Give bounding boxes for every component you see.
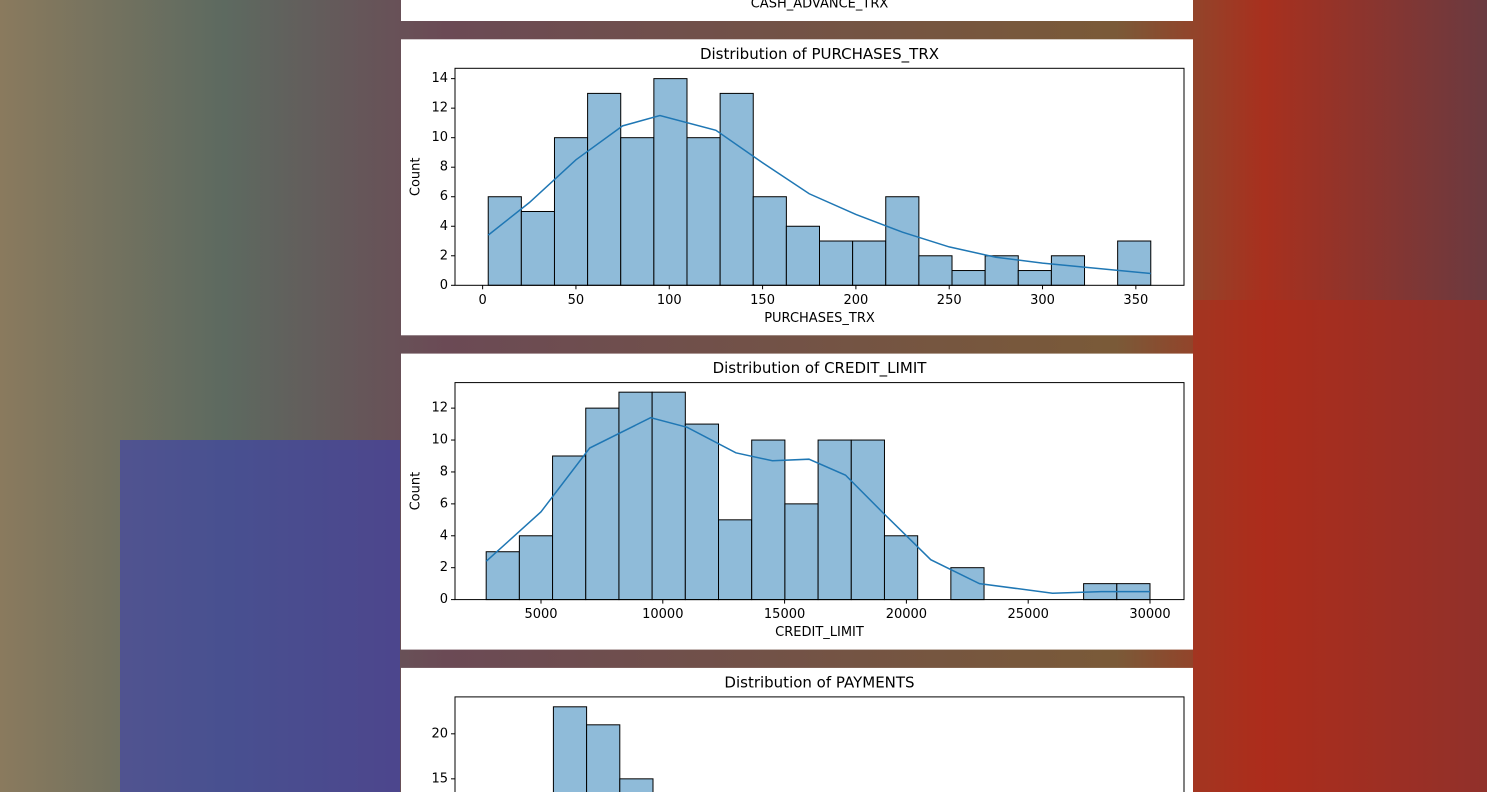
card xyxy=(401,667,1193,792)
x-tick-label: 100 xyxy=(657,293,682,308)
histogram-bar xyxy=(1117,240,1152,286)
y-tick-label: 8 xyxy=(440,464,448,479)
y-tick-label: 12 xyxy=(431,401,448,416)
histogram-bar xyxy=(883,535,919,601)
histogram-bar xyxy=(619,778,654,792)
histogram-bar xyxy=(817,439,852,601)
y-tick-label: 12 xyxy=(431,101,448,116)
chart-title: Distribution of CREDIT_LIMIT xyxy=(713,359,928,378)
y-axis-label: Count xyxy=(409,157,424,196)
chart-title: Distribution of PURCHASES_TRX xyxy=(700,45,939,64)
histogram-bar xyxy=(918,255,953,286)
histogram-bar xyxy=(852,240,887,286)
x-axis-label: CREDIT_LIMIT xyxy=(775,625,864,640)
x-tick-label: 10000 xyxy=(642,607,683,622)
y-tick-label: 14 xyxy=(431,71,448,86)
histogram-bar xyxy=(552,455,587,601)
plot-frame xyxy=(454,382,1185,601)
y-tick-label: 15 xyxy=(431,771,448,786)
card xyxy=(401,39,1193,336)
histogram-bar xyxy=(686,137,721,286)
y-tick-label: 0 xyxy=(440,592,448,607)
histogram-bar xyxy=(552,706,588,792)
histogram-bar xyxy=(487,196,522,286)
histogram-bar xyxy=(585,407,620,601)
histogram-bar xyxy=(518,535,554,601)
x-tick-label: 0 xyxy=(478,293,486,308)
x-tick-label: 300 xyxy=(1030,293,1055,308)
histogram-bar xyxy=(885,196,920,286)
y-tick-label: 2 xyxy=(440,248,448,263)
histogram-bar xyxy=(785,225,821,286)
y-tick-label: 4 xyxy=(440,219,448,234)
x-axis-label: PURCHASES_TRX xyxy=(764,311,875,326)
x-tick-label: 250 xyxy=(937,293,962,308)
kde-line xyxy=(487,114,1151,275)
background-produce xyxy=(1193,300,1487,792)
histogram-bar xyxy=(485,551,520,601)
background-crates xyxy=(120,440,400,792)
histogram-bar xyxy=(653,78,688,286)
histogram-bar xyxy=(1050,255,1086,286)
kde-line xyxy=(485,416,1150,594)
x-tick-label: 200 xyxy=(843,293,868,308)
histogram-bar xyxy=(850,439,885,601)
plot-frame xyxy=(454,696,1185,792)
histogram-bar xyxy=(719,92,754,286)
x-tick-label: 5000 xyxy=(524,607,557,622)
histogram-bar xyxy=(751,439,786,601)
x-tick-label: 350 xyxy=(1123,293,1148,308)
y-tick-label: 0 xyxy=(440,278,448,293)
y-tick-label: 6 xyxy=(440,189,448,204)
histogram-bar xyxy=(752,196,787,286)
x-tick-label: 20000 xyxy=(886,607,927,622)
chart-title: Distribution of PAYMENTS xyxy=(724,673,914,691)
y-tick-label: 10 xyxy=(431,433,448,448)
x-axis-label: CASH_ADVANCE_TRX xyxy=(751,0,889,12)
x-tick-label: 25000 xyxy=(1008,607,1049,622)
x-tick-label: 15000 xyxy=(764,607,805,622)
histogram-bar xyxy=(784,503,819,601)
y-tick-label: 20 xyxy=(431,726,448,741)
x-tick-label: 150 xyxy=(750,293,775,308)
y-tick-label: 4 xyxy=(440,528,448,543)
y-tick-label: 2 xyxy=(440,560,448,575)
y-tick-label: 6 xyxy=(440,496,448,511)
histogram-bar xyxy=(718,519,753,601)
histogram-bar xyxy=(684,423,720,601)
histogram-bar xyxy=(553,137,589,286)
x-tick-label: 30000 xyxy=(1129,607,1170,622)
histogram-bar xyxy=(587,92,622,286)
y-tick-label: 8 xyxy=(440,160,448,175)
card xyxy=(401,353,1193,650)
histogram-bar xyxy=(620,137,655,286)
y-axis-label: Count xyxy=(409,472,424,511)
x-tick-label: 50 xyxy=(568,293,585,308)
histogram-bar xyxy=(520,210,555,286)
card xyxy=(401,0,1193,21)
y-tick-label: 10 xyxy=(431,130,448,145)
histogram-bar xyxy=(586,724,621,792)
plot-frame xyxy=(454,67,1185,286)
histogram-bar xyxy=(651,391,686,601)
histogram-bar xyxy=(819,240,854,286)
histogram-bar xyxy=(1017,270,1052,286)
histogram-bar xyxy=(951,270,986,286)
histogram-bar xyxy=(618,391,653,601)
